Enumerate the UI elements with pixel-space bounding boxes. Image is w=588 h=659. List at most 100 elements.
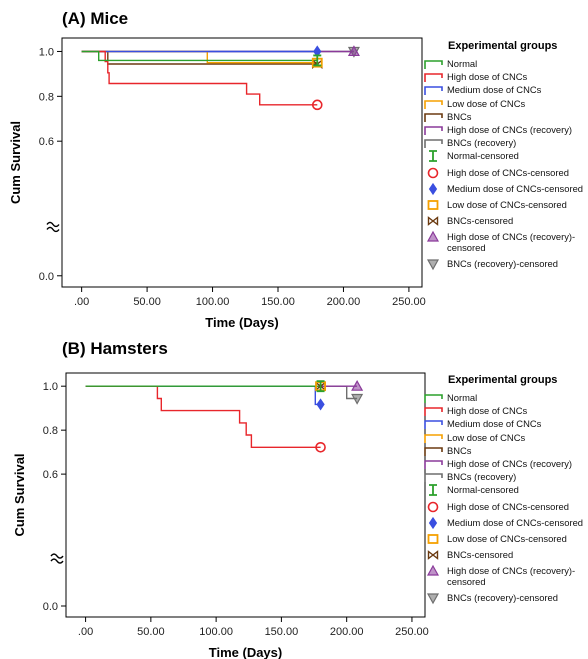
legend-symbol	[426, 565, 440, 576]
legend-symbol	[429, 484, 437, 497]
legend-entry: Low dose of CNCs-censored	[424, 532, 588, 545]
legend-label: Low dose of CNCs-censored	[447, 199, 567, 210]
legend-symbol	[426, 231, 440, 242]
legend-entry: Medium dose of CNCs	[424, 417, 588, 430]
chart-legend: Experimental groups Normal High dose of C…	[424, 374, 588, 634]
legend-label: Normal-censored	[447, 150, 519, 162]
legend-label: Low dose of CNCs-censored	[447, 533, 567, 544]
legend-entry: Medium dose of CNCs-censored	[424, 516, 588, 529]
legend-symbol	[424, 60, 443, 69]
legend-label: BNCs (recovery)	[447, 471, 517, 483]
legend-entry: High dose of CNCs (recovery)-censored	[424, 230, 588, 254]
y-tick-label: 0.0	[43, 601, 58, 613]
plot-frame	[61, 37, 423, 288]
legend-entry: Low dose of CNCs-censored	[424, 198, 588, 211]
censor-marker-bncs-recovery	[351, 393, 364, 405]
censor-marker-normal	[316, 380, 325, 393]
legend-label: High dose of CNCs (recovery)-censored	[447, 231, 576, 254]
legend-label: High dose of CNCs-censored	[447, 166, 569, 178]
chart-legend: Experimental groups Normal High dose of C…	[424, 40, 588, 300]
legend-symbol	[424, 433, 443, 443]
legend-entry: Normal-censored	[424, 483, 588, 497]
legend-label: Low dose of CNCs	[447, 97, 526, 109]
legend-label: Normal	[447, 58, 478, 69]
x-axis-title: Time (Days)	[209, 645, 282, 659]
legend-marker-swatch	[429, 150, 437, 163]
legend-symbol	[428, 516, 438, 529]
censor-marker-normal	[313, 54, 322, 67]
chart-title: (B) Hamsters	[62, 339, 168, 358]
legend-marker-swatch	[427, 501, 439, 512]
legend-symbol	[427, 200, 439, 210]
legend-symbol	[424, 73, 443, 83]
legend-line-swatch	[424, 139, 443, 149]
legend-symbol	[424, 99, 443, 109]
legend-symbol	[424, 407, 443, 417]
hamsters-survival-chart: .00 50.00 100.00 150.00 200.00 250.00 0.0 0.6 0.…	[12, 372, 429, 659]
legend-entry: Medium dose of CNCs-censored	[424, 182, 588, 195]
y-tick-label: 0.8	[43, 425, 58, 437]
axis-break-symbol	[46, 221, 60, 233]
legend-marker-swatch	[428, 182, 438, 195]
legend-entry: BNCs-censored	[424, 548, 588, 561]
legend-symbol	[424, 126, 443, 135]
legend-symbol	[427, 534, 439, 544]
y-axis-title: Cum Survival	[8, 121, 23, 204]
legend-label: Normal	[447, 392, 478, 403]
legend-entry: High dose of CNCs (recovery)	[424, 123, 588, 136]
legend-entry: BNCs (recovery)-censored	[424, 257, 588, 271]
legend-entry: BNCs	[424, 444, 588, 457]
legend-entry: High dose of CNCs	[424, 404, 588, 417]
censor-marker-medium-dose-of-cncs	[316, 398, 325, 411]
legend-entry: High dose of CNCs	[424, 70, 588, 83]
axis-break-symbol	[50, 553, 64, 564]
legend-symbol	[426, 593, 440, 605]
legend-symbol	[424, 473, 443, 483]
series-line-high-dose-of-cncs	[85, 385, 321, 449]
legend-line-swatch	[424, 420, 443, 430]
legend-label: Medium dose of CNCs	[447, 84, 542, 96]
legend-entry: BNCs-censored	[424, 214, 588, 227]
legend-entry: Low dose of CNCs	[424, 97, 588, 110]
legend-marker-swatch	[426, 565, 440, 576]
series-line-normal	[81, 50, 318, 62]
legend-symbol	[424, 394, 443, 403]
legend-entry: Normal	[424, 391, 588, 404]
legend-symbol	[424, 420, 443, 430]
legend-marker-swatch	[427, 216, 439, 227]
axis-break-wave	[50, 553, 64, 564]
legend-label: Medium dose of CNCs-censored	[447, 182, 583, 194]
censor-marker-high-dose-of-cncs-recovery	[351, 379, 364, 391]
legend-entry: High dose of CNCs (recovery)-censored	[424, 564, 588, 588]
legend-line-swatch	[424, 433, 443, 443]
legend-entry: High dose of CNCs (recovery)	[424, 457, 588, 470]
y-tick-label: 1.0	[43, 381, 58, 393]
x-tick-label: 200.00	[327, 296, 361, 308]
x-axis-title: Time (Days)	[205, 315, 278, 330]
legend-label: High dose of CNCs (recovery)-censored	[447, 565, 576, 588]
legend-line-swatch	[424, 86, 443, 96]
legend-symbol	[424, 446, 443, 456]
legend-entry: High dose of CNCs-censored	[424, 500, 588, 513]
legend-entry: Medium dose of CNCs	[424, 83, 588, 96]
x-tick-label: 100.00	[199, 626, 233, 638]
x-tick-label: 250.00	[395, 626, 429, 638]
legend-marker-swatch	[428, 516, 438, 529]
legend-symbol	[427, 216, 439, 227]
legend-line-swatch	[424, 99, 443, 109]
mice-survival-panel: (A) Mice .00 50.00 100.00 150.00 200.00 250.0…	[8, 9, 588, 330]
axis-break-wave	[46, 221, 60, 233]
legend-line-swatch	[424, 394, 443, 403]
legend-entry: High dose of CNCs-censored	[424, 166, 588, 179]
legend-label: BNCs-censored	[447, 215, 514, 227]
mice-survival-chart: .00 50.00 100.00 150.00 200.00 250.00 0.0 0.6 0.…	[8, 37, 426, 330]
legend-line-swatch	[424, 460, 443, 469]
legend-line-swatch	[424, 126, 443, 135]
y-axis-title: Cum Survival	[12, 453, 27, 536]
legend-label: High dose of CNCs	[447, 71, 528, 83]
legend-symbol	[426, 259, 440, 271]
legend-marker-swatch	[427, 550, 439, 561]
censor-marker-high-dose-of-cncs	[311, 99, 323, 111]
legend-entry: Low dose of CNCs	[424, 431, 588, 444]
legend-line-swatch	[424, 112, 443, 122]
